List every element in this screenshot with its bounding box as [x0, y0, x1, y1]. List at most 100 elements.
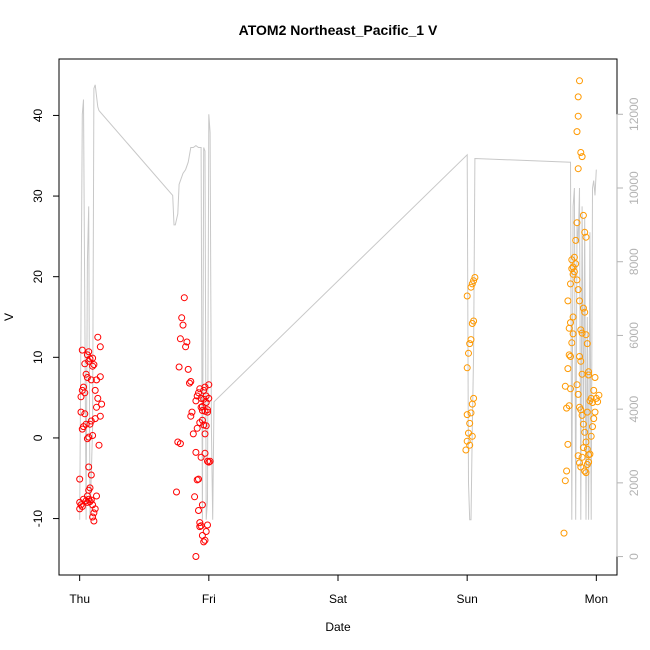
- data-point-red-24: [77, 408, 85, 416]
- data-point-orange-9: [468, 432, 476, 440]
- data-point-red-69: [184, 365, 192, 373]
- data-point-orange-61: [577, 149, 585, 156]
- data-point-orange-46: [577, 326, 585, 334]
- data-point-orange-71: [573, 381, 581, 389]
- data-point-red-51: [81, 360, 89, 368]
- data-point-orange-64: [581, 228, 589, 236]
- y-axis: -10 0 10 20 30 40: [31, 108, 60, 527]
- data-point-orange-62: [578, 153, 586, 161]
- data-point-orange-80: [585, 451, 593, 459]
- data-point-red-71: [187, 378, 195, 385]
- x-tick-label-1: Fri: [202, 592, 216, 606]
- data-point-orange-18: [468, 280, 476, 288]
- data-point-red-30: [89, 432, 97, 439]
- data-point-orange-11: [465, 349, 472, 357]
- data-point-red-73: [188, 408, 196, 416]
- data-point-red-26: [82, 420, 90, 428]
- data-point-red-76: [192, 448, 200, 456]
- data-point-orange-97: [589, 399, 596, 406]
- data-point-red-62: [175, 363, 183, 371]
- data-points: [76, 77, 603, 560]
- data-point-red-77: [193, 476, 201, 484]
- data-point-orange-26: [565, 402, 573, 410]
- data-point-red-84: [201, 430, 209, 438]
- data-point-orange-92: [589, 423, 596, 431]
- data-point-orange-33: [569, 330, 577, 338]
- data-point-red-52: [83, 351, 91, 359]
- data-point-orange-0: [462, 446, 470, 454]
- data-point-red-65: [179, 321, 187, 329]
- data-point-orange-65: [582, 233, 590, 241]
- data-point-orange-72: [574, 390, 582, 398]
- data-point-red-38: [91, 386, 99, 394]
- y-tick-label-4: 30: [31, 189, 45, 203]
- data-point-orange-89: [585, 458, 593, 466]
- data-point-red-82: [198, 416, 206, 424]
- data-point-orange-67: [581, 308, 589, 316]
- data-point-red-116: [202, 392, 210, 400]
- y2-tick-label-3: 6000: [627, 322, 641, 349]
- y2-tick-label-2: 4000: [627, 395, 641, 422]
- data-point-red-36: [96, 412, 104, 420]
- data-point-red-81: [197, 403, 205, 411]
- data-point-red-34: [94, 394, 102, 402]
- data-point-orange-56: [574, 165, 582, 173]
- data-point-orange-45: [576, 297, 583, 305]
- data-point-orange-98: [590, 386, 598, 394]
- x-axis: Thu Fri Sat Sun Mon: [69, 574, 608, 606]
- data-point-red-19: [91, 505, 99, 513]
- data-point-orange-8: [466, 441, 474, 449]
- data-point-red-20: [93, 492, 100, 500]
- y2-tick-label-4: 8000: [627, 248, 641, 275]
- data-point-red-78: [195, 475, 202, 483]
- x-tick-label-2: Sat: [329, 592, 348, 606]
- data-point-red-40: [77, 393, 85, 401]
- data-point-orange-90: [586, 450, 594, 458]
- data-point-orange-4: [467, 409, 475, 417]
- data-point-orange-48: [576, 353, 583, 360]
- data-point-orange-84: [578, 453, 586, 461]
- data-point-orange-58: [574, 112, 582, 120]
- data-point-red-64: [178, 314, 186, 322]
- data-point-orange-53: [570, 268, 578, 276]
- data-point-red-43: [81, 389, 89, 397]
- data-point-orange-60: [576, 77, 583, 85]
- data-point-red-111: [201, 449, 209, 457]
- data-point-red-14: [85, 463, 93, 471]
- data-point-red-9: [87, 496, 95, 504]
- data-point-red-72: [187, 412, 195, 420]
- data-point-orange-82: [576, 459, 583, 467]
- data-point-orange-13: [467, 336, 475, 344]
- data-point-orange-101: [594, 398, 602, 406]
- data-point-orange-31: [567, 353, 574, 360]
- right-axis-series: [79, 84, 597, 521]
- data-point-red-118: [201, 407, 209, 415]
- data-point-red-59: [173, 488, 180, 496]
- data-point-orange-96: [587, 394, 595, 402]
- data-point-orange-70: [585, 371, 593, 379]
- y2-tick-label-1: 2000: [627, 469, 641, 496]
- data-point-orange-66: [579, 304, 587, 312]
- data-point-red-88: [206, 457, 214, 465]
- data-point-orange-76: [579, 420, 587, 428]
- data-point-red-74: [189, 430, 197, 438]
- data-point-red-107: [196, 523, 204, 531]
- data-point-red-61: [176, 440, 184, 448]
- data-point-red-106: [204, 521, 211, 529]
- data-point-orange-68: [582, 331, 590, 339]
- data-point-orange-50: [578, 370, 586, 378]
- data-point-red-2: [77, 501, 85, 509]
- y2-tick-label-5: 10000: [627, 171, 641, 205]
- data-point-orange-44: [574, 286, 582, 294]
- data-point-red-75: [191, 493, 199, 501]
- data-point-red-87: [205, 458, 213, 466]
- data-point-orange-102: [595, 391, 603, 399]
- data-point-red-98: [205, 381, 213, 389]
- right-series-line: [79, 84, 597, 521]
- data-point-orange-7: [463, 411, 471, 419]
- data-point-red-33: [93, 403, 100, 411]
- data-point-orange-103: [583, 408, 591, 416]
- data-point-red-105: [202, 528, 210, 535]
- data-point-orange-17: [467, 283, 475, 291]
- data-point-orange-10: [463, 364, 471, 372]
